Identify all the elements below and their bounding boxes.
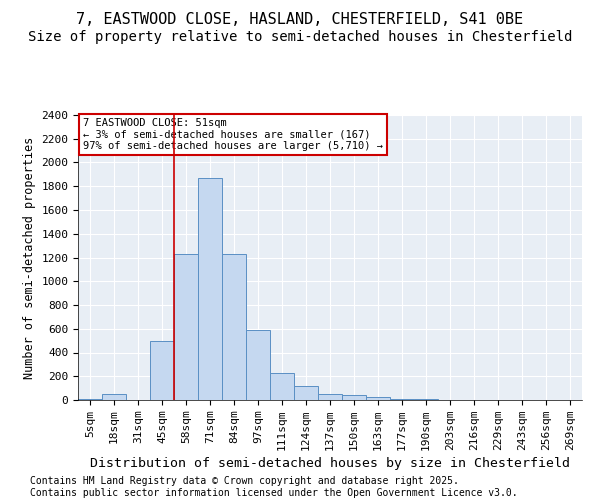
- Bar: [366, 397, 390, 400]
- Text: Contains HM Land Registry data © Crown copyright and database right 2025.
Contai: Contains HM Land Registry data © Crown c…: [30, 476, 518, 498]
- Text: Size of property relative to semi-detached houses in Chesterfield: Size of property relative to semi-detach…: [28, 30, 572, 44]
- Bar: [270, 372, 294, 400]
- Bar: [318, 394, 342, 400]
- Bar: [390, 399, 414, 400]
- Bar: [246, 330, 270, 400]
- Bar: [294, 386, 318, 400]
- Y-axis label: Number of semi-detached properties: Number of semi-detached properties: [23, 136, 36, 378]
- Text: 7 EASTWOOD CLOSE: 51sqm
← 3% of semi-detached houses are smaller (167)
97% of se: 7 EASTWOOD CLOSE: 51sqm ← 3% of semi-det…: [83, 118, 383, 151]
- Bar: [342, 395, 366, 400]
- Bar: [198, 178, 222, 400]
- X-axis label: Distribution of semi-detached houses by size in Chesterfield: Distribution of semi-detached houses by …: [90, 457, 570, 470]
- Bar: [174, 254, 198, 400]
- Bar: [150, 340, 174, 400]
- Bar: [102, 394, 126, 400]
- Text: 7, EASTWOOD CLOSE, HASLAND, CHESTERFIELD, S41 0BE: 7, EASTWOOD CLOSE, HASLAND, CHESTERFIELD…: [76, 12, 524, 28]
- Bar: [78, 399, 102, 400]
- Bar: [222, 254, 246, 400]
